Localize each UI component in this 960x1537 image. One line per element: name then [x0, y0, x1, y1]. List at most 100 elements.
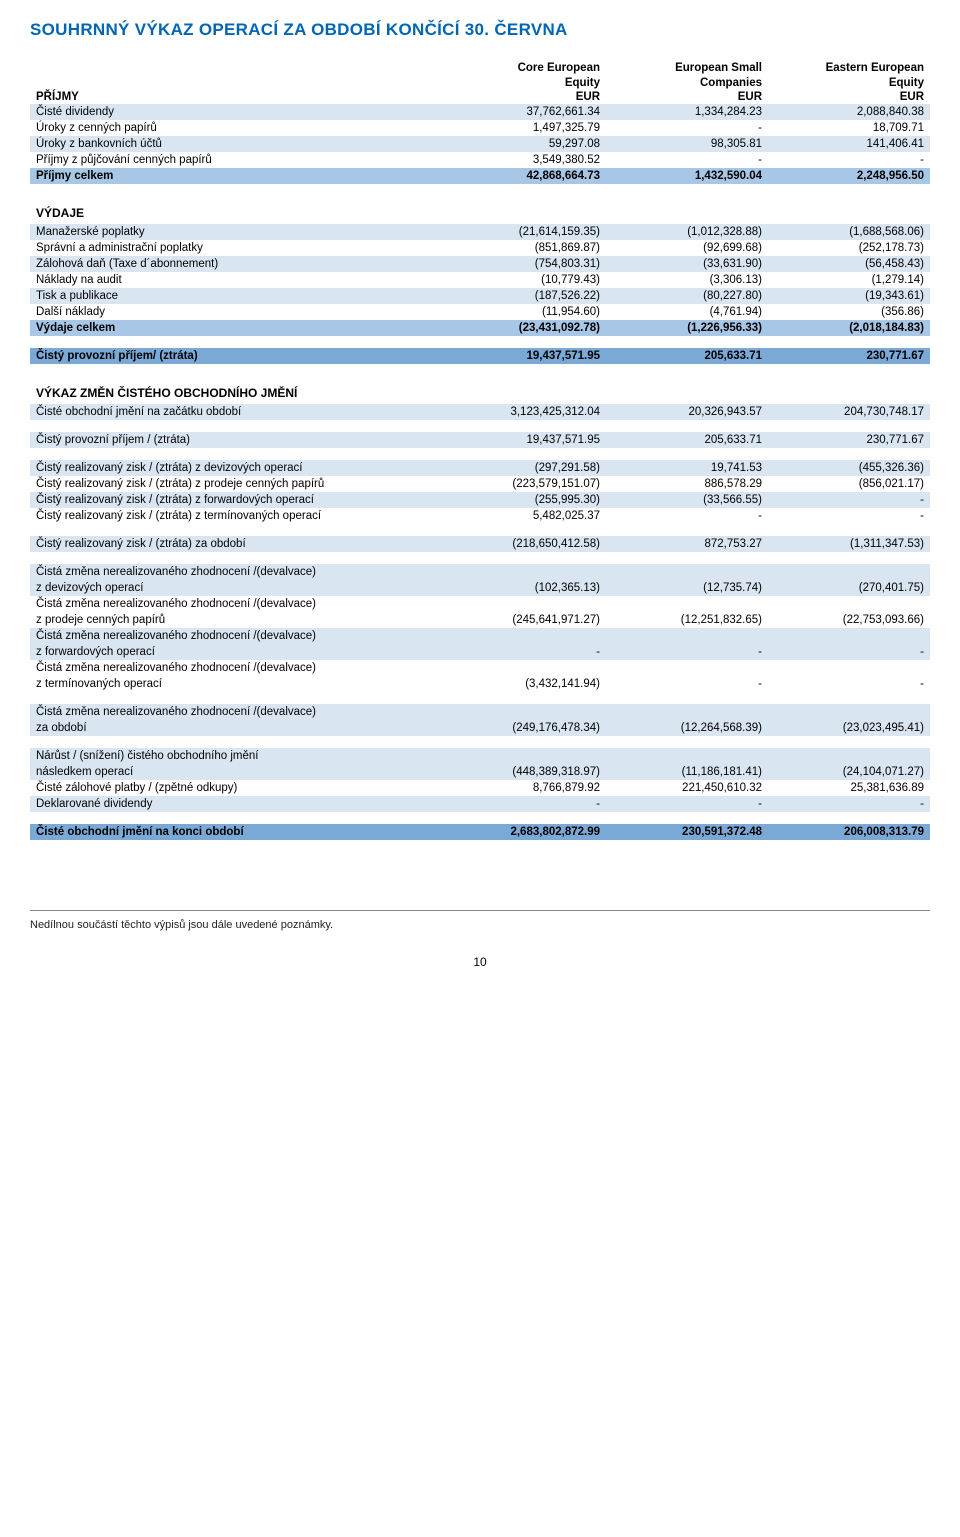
table-row: Úroky z cenných papírů1,497,325.79-18,70… [30, 120, 930, 136]
section-heading: VÝDAJE [30, 196, 930, 224]
row-value: 19,741.53 [606, 460, 768, 476]
spacer-row [30, 552, 930, 564]
row-value: (851,869.87) [444, 240, 606, 256]
row-label: Čisté obchodní jmění na konci období [30, 824, 444, 840]
col-head-1-l1: Core European [444, 60, 606, 75]
table-row: Čistý provozní příjem / (ztráta)19,437,5… [30, 432, 930, 448]
row-value: 3,123,425,312.04 [444, 404, 606, 420]
row-value [606, 748, 768, 764]
row-value: (270,401.75) [768, 580, 930, 596]
table-row: Náklady na audit(10,779.43)(3,306.13)(1,… [30, 272, 930, 288]
table-row: Čistá změna nerealizovaného zhodnocení /… [30, 660, 930, 676]
spacer-row [30, 812, 930, 824]
row-value: (4,761.94) [606, 304, 768, 320]
table-row: Čistá změna nerealizovaného zhodnocení /… [30, 596, 930, 612]
row-value: - [606, 644, 768, 660]
table-row: Čistá změna nerealizovaného zhodnocení /… [30, 704, 930, 720]
table-row: Příjmy celkem42,868,664.731,432,590.042,… [30, 168, 930, 184]
table-row: Zálohová daň (Taxe d´abonnement)(754,803… [30, 256, 930, 272]
row-label: Čistý realizovaný zisk / (ztráta) z devi… [30, 460, 444, 476]
table-row: Čistý realizovaný zisk / (ztráta) za obd… [30, 536, 930, 552]
row-value: (218,650,412.58) [444, 536, 606, 552]
row-label: Manažerské poplatky [30, 224, 444, 240]
row-value: 42,868,664.73 [444, 168, 606, 184]
row-value: (21,614,159.35) [444, 224, 606, 240]
row-value: 204,730,748.17 [768, 404, 930, 420]
row-value: 19,437,571.95 [444, 432, 606, 448]
row-value: - [768, 152, 930, 168]
row-label: Zálohová daň (Taxe d´abonnement) [30, 256, 444, 272]
row-value: 2,088,840.38 [768, 104, 930, 120]
row-value: 1,497,325.79 [444, 120, 606, 136]
row-value: (10,779.43) [444, 272, 606, 288]
row-value: (252,178.73) [768, 240, 930, 256]
col-head-2-l3: EUR [606, 89, 768, 104]
spacer-row [30, 692, 930, 704]
row-value: (19,343.61) [768, 288, 930, 304]
table-row: z prodeje cenných papírů(245,641,971.27)… [30, 612, 930, 628]
row-value: (455,326.36) [768, 460, 930, 476]
row-value: 37,762,661.34 [444, 104, 606, 120]
row-label: z prodeje cenných papírů [30, 612, 444, 628]
row-value [606, 704, 768, 720]
row-value: (12,264,568.39) [606, 720, 768, 736]
row-value: (11,954.60) [444, 304, 606, 320]
row-value: (249,176,478.34) [444, 720, 606, 736]
row-value: 25,381,636.89 [768, 780, 930, 796]
row-value: 205,633.71 [606, 432, 768, 448]
row-value: - [768, 676, 930, 692]
row-value: 206,008,313.79 [768, 824, 930, 840]
col-head-1-l3: EUR [444, 89, 606, 104]
col-head-3-l2: Equity [768, 75, 930, 90]
row-value [768, 596, 930, 612]
row-value [606, 628, 768, 644]
table-row: Nárůst / (snížení) čistého obchodního jm… [30, 748, 930, 764]
row-value: (92,699.68) [606, 240, 768, 256]
section-heading: VÝKAZ ZMĚN ČISTÉHO OBCHODNÍHO JMĚNÍ [30, 376, 930, 404]
row-value: (297,291.58) [444, 460, 606, 476]
row-value: - [606, 796, 768, 812]
row-value: - [606, 676, 768, 692]
row-value: 1,334,284.23 [606, 104, 768, 120]
table-row: následkem operací(448,389,318.97)(11,186… [30, 764, 930, 780]
row-value: (223,579,151.07) [444, 476, 606, 492]
col-head-2-l1: European Small [606, 60, 768, 75]
row-value: 205,633.71 [606, 348, 768, 364]
row-value: - [444, 796, 606, 812]
row-value: - [606, 120, 768, 136]
row-value: 3,549,380.52 [444, 152, 606, 168]
row-label: Čistá změna nerealizovaného zhodnocení /… [30, 628, 444, 644]
prijmy-heading: PŘÍJMY [30, 89, 444, 104]
row-value: 59,297.08 [444, 136, 606, 152]
table-row: Čistá změna nerealizovaného zhodnocení /… [30, 628, 930, 644]
table-row: Další náklady(11,954.60)(4,761.94)(356.8… [30, 304, 930, 320]
table-row: Manažerské poplatky(21,614,159.35)(1,012… [30, 224, 930, 240]
spacer-row [30, 184, 930, 196]
row-value: 98,305.81 [606, 136, 768, 152]
row-value: (102,365.13) [444, 580, 606, 596]
spacer-row [30, 420, 930, 432]
row-value: (11,186,181.41) [606, 764, 768, 780]
row-value: (245,641,971.27) [444, 612, 606, 628]
row-value [444, 564, 606, 580]
row-value: (33,566.55) [606, 492, 768, 508]
row-label: Čisté zálohové platby / (zpětné odkupy) [30, 780, 444, 796]
row-label: Čistý realizovaný zisk / (ztráta) z term… [30, 508, 444, 524]
row-label: Čisté dividendy [30, 104, 444, 120]
row-value [768, 748, 930, 764]
row-value: (1,688,568.06) [768, 224, 930, 240]
row-value: 2,248,956.50 [768, 168, 930, 184]
row-label: Náklady na audit [30, 272, 444, 288]
row-value: - [606, 508, 768, 524]
row-label: Správní a administrační poplatky [30, 240, 444, 256]
row-label: Čistá změna nerealizovaného zhodnocení /… [30, 660, 444, 676]
spacer-row [30, 448, 930, 460]
table-row: Čistý realizovaný zisk / (ztráta) z devi… [30, 460, 930, 476]
row-value: (1,279.14) [768, 272, 930, 288]
table-row: Příjmy z půjčování cenných papírů3,549,3… [30, 152, 930, 168]
row-value: - [606, 152, 768, 168]
row-value: 5,482,025.37 [444, 508, 606, 524]
row-value: 221,450,610.32 [606, 780, 768, 796]
row-label: Úroky z bankovních účtů [30, 136, 444, 152]
table-row: Čisté zálohové platby / (zpětné odkupy)8… [30, 780, 930, 796]
